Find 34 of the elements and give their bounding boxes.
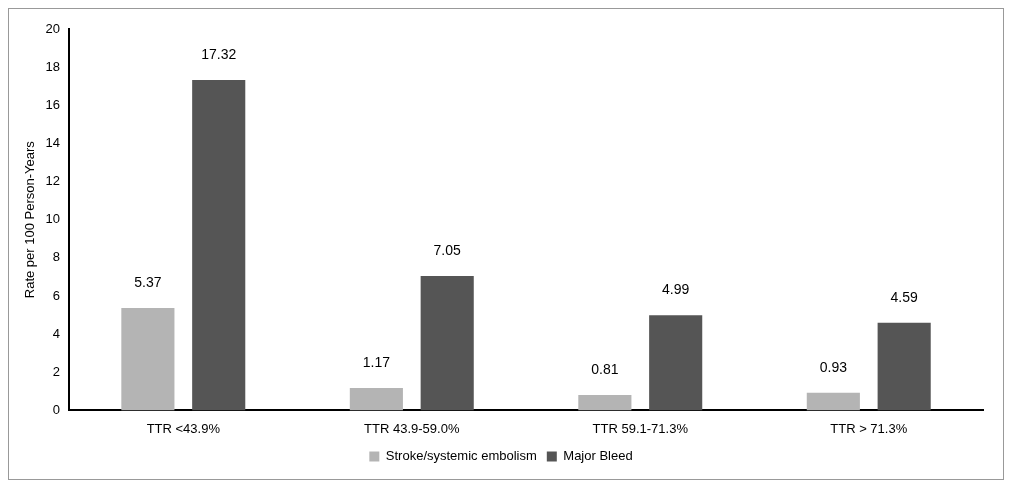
bar — [192, 80, 246, 411]
bar — [578, 394, 632, 411]
bar — [649, 315, 703, 411]
y-tick-label: 16 — [45, 96, 61, 112]
data-label: 5.37 — [134, 273, 162, 290]
data-label: 4.99 — [662, 281, 690, 298]
x-tick-label: TTR > 71.3% — [830, 420, 908, 436]
x-tick-label: TTR <43.9% — [146, 420, 221, 436]
y-tick-label: 8 — [52, 249, 61, 265]
y-tick-label: 4 — [52, 325, 61, 341]
y-tick-label: 6 — [52, 287, 61, 303]
bar — [121, 307, 175, 411]
y-tick-label: 20 — [45, 20, 61, 36]
legend-label: Major Bleed — [563, 448, 633, 464]
data-label: 7.05 — [433, 241, 462, 258]
y-axis-title: Rate per 100 Person-Years — [22, 140, 38, 299]
y-tick-label: 0 — [52, 401, 61, 417]
data-label: 0.81 — [591, 360, 619, 377]
data-label: 4.59 — [890, 288, 919, 305]
y-tick-label: 18 — [45, 58, 61, 74]
bar — [806, 392, 860, 411]
data-label: 0.93 — [819, 358, 848, 375]
x-tick-label: TTR 43.9-59.0% — [364, 420, 460, 436]
y-tick-label: 10 — [45, 211, 61, 227]
bar — [420, 275, 474, 411]
x-tick-label: TTR 59.1-71.3% — [592, 420, 689, 436]
bar — [877, 322, 931, 411]
data-label: 17.32 — [201, 45, 237, 62]
data-label: 1.17 — [362, 353, 391, 370]
bar — [349, 388, 403, 411]
y-tick-label: 12 — [45, 173, 61, 189]
y-tick-label: 2 — [52, 363, 61, 379]
legend-label: Stroke/systemic embolism — [385, 448, 537, 464]
y-tick-label: 14 — [45, 135, 61, 150]
